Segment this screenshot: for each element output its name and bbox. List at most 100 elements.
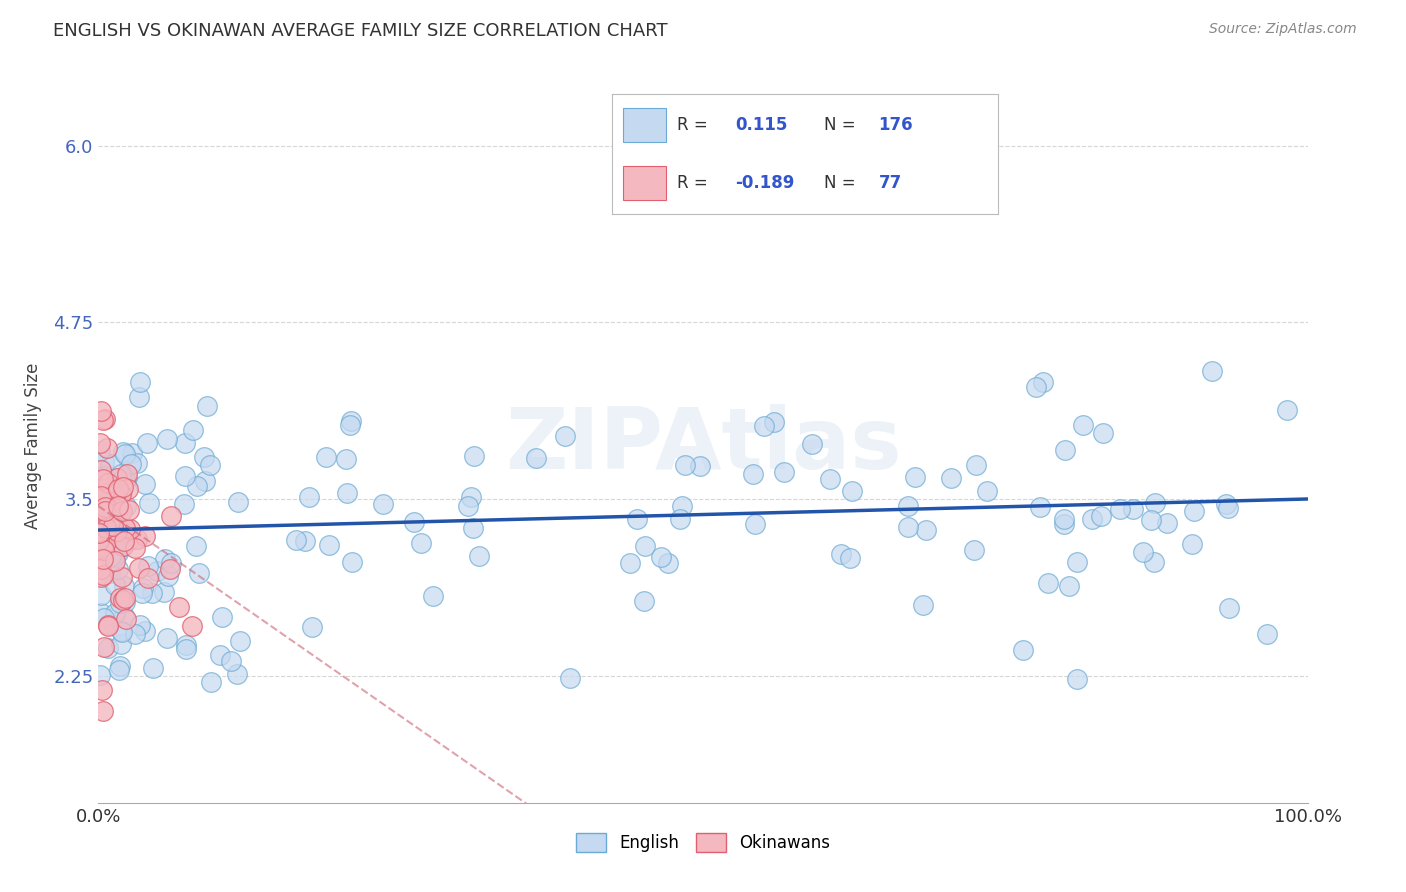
Point <box>138 496 160 510</box>
Point <box>1090 509 1112 524</box>
Point <box>1071 417 1094 432</box>
Point <box>689 458 711 473</box>
Y-axis label: Average Family Size: Average Family Size <box>24 363 42 529</box>
Point <box>112 534 135 549</box>
Point <box>136 558 159 573</box>
Point <box>335 452 357 467</box>
Point <box>89 526 111 541</box>
Point <box>1057 579 1080 593</box>
Point <box>114 591 136 605</box>
Point <box>91 512 114 526</box>
Point <box>208 648 231 662</box>
Point <box>91 496 114 510</box>
Point <box>195 399 218 413</box>
Point <box>1053 516 1076 531</box>
Point <box>98 566 121 580</box>
Point <box>373 497 395 511</box>
Point <box>340 555 363 569</box>
Point <box>90 607 112 621</box>
Point <box>90 530 112 544</box>
Point <box>112 539 135 553</box>
Point <box>114 521 136 535</box>
Point <box>939 471 962 485</box>
Point <box>94 521 117 535</box>
Point <box>91 539 114 553</box>
Point <box>194 475 217 489</box>
Point <box>97 476 120 491</box>
Point <box>111 539 134 553</box>
Point <box>117 471 139 485</box>
Point <box>125 532 148 546</box>
Point <box>772 465 794 479</box>
Text: Source: ZipAtlas.com: Source: ZipAtlas.com <box>1209 22 1357 37</box>
Point <box>626 512 648 526</box>
Point <box>156 632 179 646</box>
Point <box>422 589 444 603</box>
Point <box>107 663 129 677</box>
Point <box>129 375 152 389</box>
Point <box>1066 555 1088 569</box>
Point <box>1028 500 1050 515</box>
Bar <box>623 166 666 200</box>
Point <box>801 437 824 451</box>
Point <box>108 520 131 534</box>
Point <box>111 504 134 518</box>
Point <box>89 443 111 458</box>
Point <box>1201 364 1223 378</box>
Point <box>89 491 111 506</box>
Point <box>1181 537 1204 551</box>
Point <box>669 512 692 526</box>
Point <box>754 418 776 433</box>
Point <box>671 499 693 513</box>
Point <box>93 543 115 558</box>
Point <box>524 450 547 465</box>
Point <box>94 505 117 519</box>
Point <box>1053 442 1076 457</box>
Point <box>340 413 363 427</box>
Point <box>136 571 159 585</box>
Point <box>111 570 134 584</box>
Point <box>1256 627 1278 641</box>
Point <box>89 533 111 548</box>
Point <box>96 526 118 541</box>
Point <box>110 658 132 673</box>
Point <box>121 446 143 460</box>
Point <box>110 596 132 610</box>
Point <box>132 581 155 595</box>
Point <box>301 620 323 634</box>
Point <box>104 554 127 568</box>
Point <box>115 499 138 513</box>
Point <box>634 539 657 553</box>
Point <box>115 612 138 626</box>
Point <box>111 524 134 539</box>
Point <box>1275 402 1298 417</box>
Point <box>91 682 114 697</box>
Point <box>93 469 115 483</box>
Text: ZIPAtlas: ZIPAtlas <box>505 404 901 488</box>
Point <box>744 516 766 531</box>
Text: ENGLISH VS OKINAWAN AVERAGE FAMILY SIZE CORRELATION CHART: ENGLISH VS OKINAWAN AVERAGE FAMILY SIZE … <box>53 22 668 40</box>
Point <box>100 548 122 562</box>
Point <box>141 586 163 600</box>
Point <box>1053 512 1076 526</box>
Point <box>558 671 581 685</box>
Point <box>1132 545 1154 559</box>
Point <box>285 533 308 548</box>
Point <box>97 641 120 656</box>
Point <box>114 473 136 487</box>
Point <box>89 536 111 550</box>
Point <box>93 640 115 655</box>
Point <box>225 667 247 681</box>
Point <box>174 436 197 450</box>
Point <box>294 534 316 549</box>
Point <box>897 500 920 514</box>
Point <box>1081 511 1104 525</box>
Point <box>1012 643 1035 657</box>
Point <box>96 492 118 507</box>
Point <box>336 486 359 500</box>
Point <box>91 551 114 566</box>
Point <box>90 489 112 503</box>
Point <box>110 487 132 501</box>
Point <box>128 390 150 404</box>
Point <box>101 483 124 498</box>
